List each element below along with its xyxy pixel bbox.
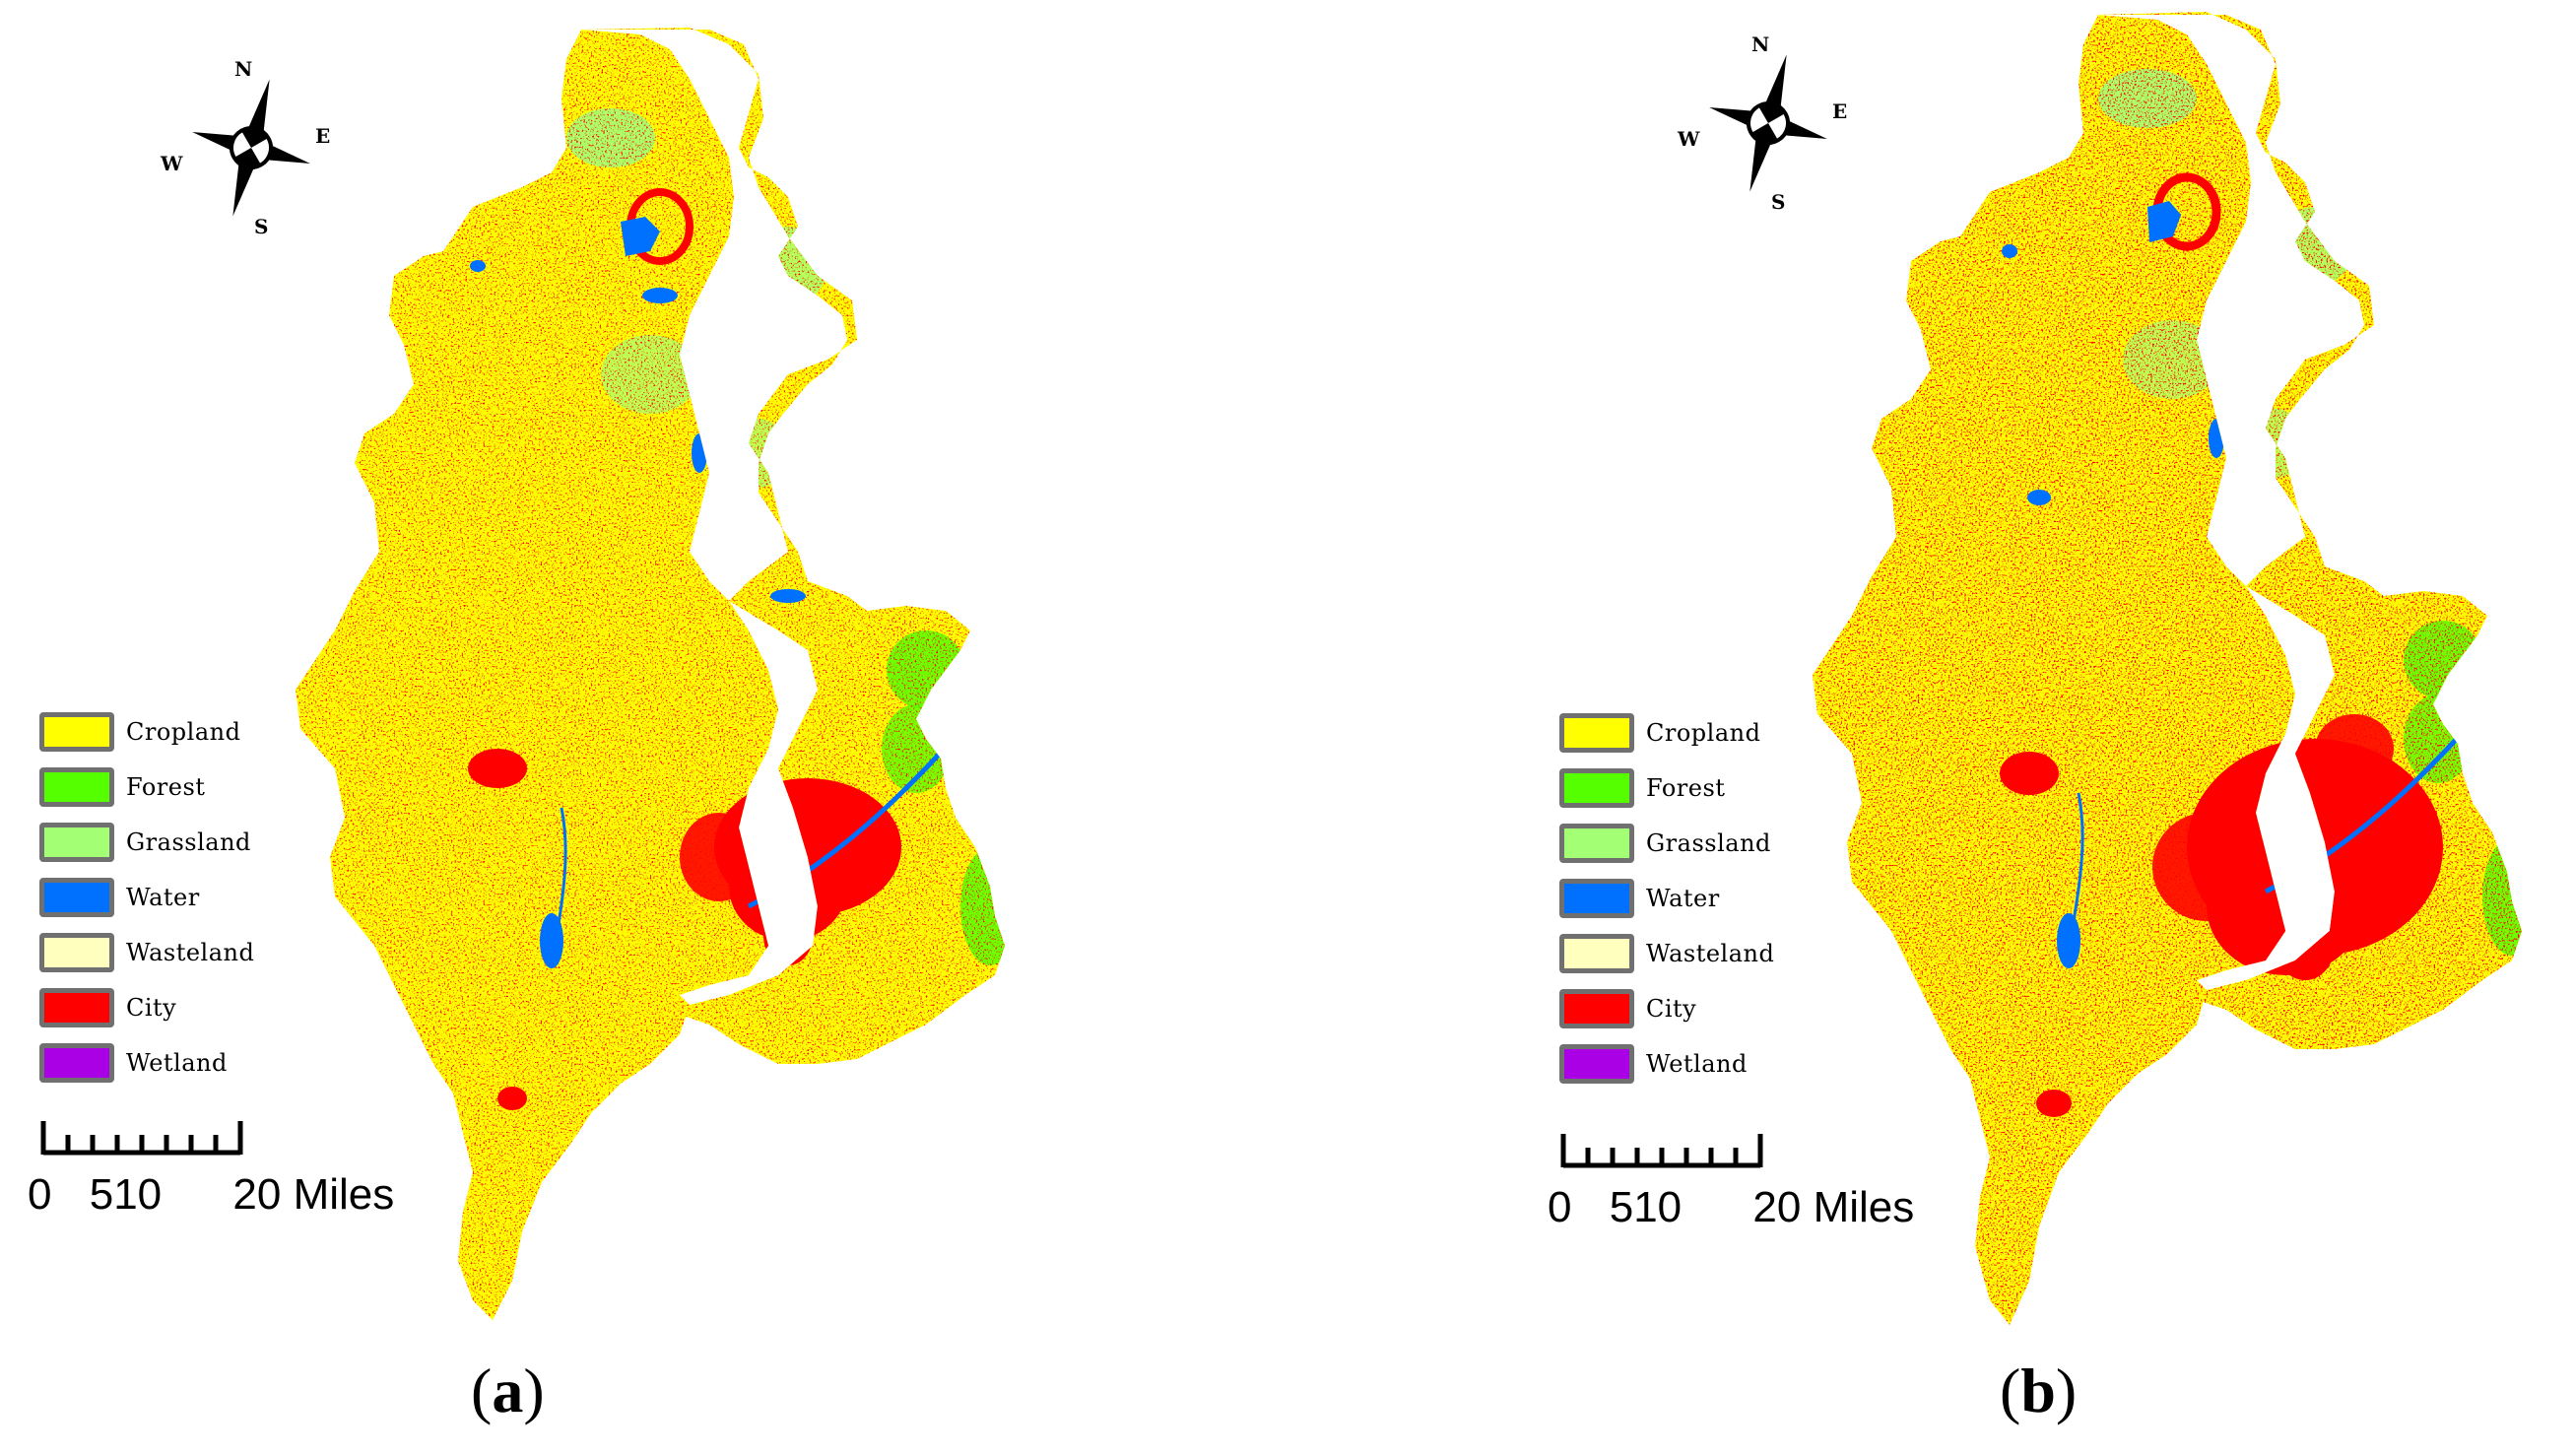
- scale-tick-0: 0: [1548, 1183, 1572, 1231]
- scale-labels-a: 0 510 20 Miles: [28, 1170, 394, 1220]
- scale-tick-20: 20: [232, 1170, 282, 1219]
- legend-label-water: Water: [1646, 885, 1720, 912]
- legend-item-grassland: Grassland: [1559, 816, 1774, 871]
- map-panel-a: N S E W Cropland Forest Grassland Water …: [28, 28, 1005, 1425]
- swatch-city: [39, 988, 114, 1027]
- legend-item-water: Water: [39, 870, 254, 925]
- legend-label-wasteland: Wasteland: [1646, 940, 1775, 967]
- legend-a: Cropland Forest Grassland Water Wastelan…: [39, 704, 254, 1091]
- swatch-forest: [39, 767, 114, 807]
- scale-unit: Miles: [293, 1170, 395, 1219]
- legend-label-forest: Forest: [1646, 774, 1726, 802]
- legend-label-forest: Forest: [126, 773, 206, 801]
- compass-w: W: [160, 152, 183, 175]
- scale-tick-20: 20: [1752, 1183, 1802, 1231]
- scale-tick-0: 0: [28, 1170, 52, 1219]
- legend-label-wetland: Wetland: [126, 1049, 228, 1077]
- legend-label-cropland: Cropland: [1646, 719, 1761, 747]
- legend-label-cropland: Cropland: [126, 718, 241, 746]
- compass-rose-a: N S E W: [160, 57, 330, 238]
- compass-n: N: [1751, 33, 1769, 56]
- scale-tick-10: 10: [113, 1170, 163, 1219]
- compass-s: S: [1771, 190, 1785, 214]
- scale-bar-b: [1560, 1134, 1763, 1168]
- swatch-water: [1559, 879, 1634, 918]
- legend-item-city: City: [1559, 981, 1774, 1036]
- legend-label-wetland: Wetland: [1646, 1050, 1748, 1078]
- panel-label-a: (a): [471, 1356, 545, 1425]
- panel-label-b: (b): [2000, 1356, 2078, 1425]
- scale-unit: Miles: [1813, 1183, 1915, 1231]
- scale-labels-b: 0 510 20 Miles: [1548, 1183, 1914, 1232]
- scale-bar-a: [40, 1121, 243, 1156]
- map-panel-b: N S E W Cropland Forest Grassland Water …: [1517, 0, 2574, 1456]
- land-use-map-a: [296, 28, 1005, 1320]
- scale-tick-5: 5: [1609, 1183, 1634, 1231]
- swatch-cropland: [39, 712, 114, 752]
- legend-label-wasteland: Wasteland: [126, 939, 255, 966]
- swatch-grassland: [1559, 824, 1634, 863]
- legend-b: Cropland Forest Grassland Water Wastelan…: [1559, 705, 1774, 1092]
- legend-item-grassland: Grassland: [39, 815, 254, 870]
- legend-label-city: City: [1646, 995, 1697, 1023]
- swatch-water: [39, 878, 114, 917]
- compass-e: E: [315, 124, 330, 148]
- swatch-wetland: [39, 1043, 114, 1083]
- legend-item-forest: Forest: [1559, 761, 1774, 816]
- legend-label-grassland: Grassland: [126, 828, 251, 856]
- legend-item-wetland: Wetland: [39, 1035, 254, 1091]
- compass-w: W: [1677, 127, 1700, 151]
- scale-tick-5: 5: [89, 1170, 114, 1219]
- swatch-wetland: [1559, 1044, 1634, 1084]
- swatch-cropland: [1559, 713, 1634, 753]
- compass-s: S: [254, 215, 268, 238]
- legend-item-cropland: Cropland: [39, 704, 254, 760]
- swatch-forest: [1559, 768, 1634, 808]
- land-use-map-b: [1813, 12, 2522, 1325]
- swatch-grassland: [39, 823, 114, 862]
- legend-item-wetland: Wetland: [1559, 1036, 1774, 1092]
- legend-item-water: Water: [1559, 871, 1774, 926]
- legend-item-wasteland: Wasteland: [39, 925, 254, 980]
- compass-e: E: [1832, 99, 1847, 123]
- swatch-city: [1559, 989, 1634, 1028]
- legend-item-city: City: [39, 980, 254, 1035]
- compass-n: N: [234, 57, 252, 81]
- legend-item-forest: Forest: [39, 760, 254, 815]
- legend-label-grassland: Grassland: [1646, 829, 1771, 857]
- compass-rose-b: N S E W: [1677, 33, 1847, 214]
- legend-item-cropland: Cropland: [1559, 705, 1774, 761]
- legend-label-water: Water: [126, 884, 200, 911]
- legend-label-city: City: [126, 994, 177, 1022]
- legend-item-wasteland: Wasteland: [1559, 926, 1774, 981]
- swatch-wasteland: [1559, 934, 1634, 973]
- scale-tick-10: 10: [1633, 1183, 1683, 1231]
- swatch-wasteland: [39, 933, 114, 972]
